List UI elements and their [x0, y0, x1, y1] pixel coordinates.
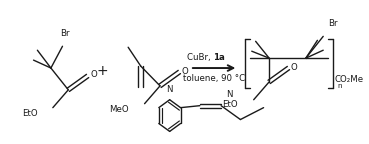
Text: CO₂Me: CO₂Me	[335, 75, 364, 84]
Text: EtO: EtO	[22, 109, 37, 118]
Text: toluene, 90 °C: toluene, 90 °C	[183, 74, 245, 83]
Text: Br: Br	[328, 19, 338, 28]
Text: MeO: MeO	[110, 105, 129, 114]
Text: EtO: EtO	[223, 100, 238, 109]
Text: n: n	[338, 83, 342, 89]
Text: N: N	[226, 90, 232, 99]
Text: O: O	[291, 62, 298, 72]
Text: O: O	[90, 70, 97, 79]
Text: N: N	[166, 85, 173, 94]
Text: Br: Br	[60, 29, 69, 38]
Text: CuBr,: CuBr,	[187, 53, 213, 62]
Text: +: +	[96, 64, 108, 78]
Text: 1a: 1a	[213, 53, 225, 62]
Text: O: O	[182, 67, 189, 75]
